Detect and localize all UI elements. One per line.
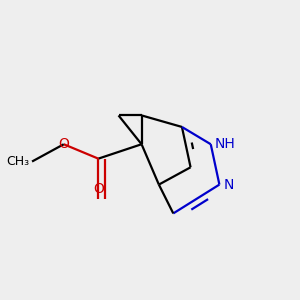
Text: O: O [58,137,69,151]
Text: NH: NH [215,137,236,151]
Text: CH₃: CH₃ [6,155,29,168]
Text: N: N [224,178,234,192]
Text: O: O [93,182,104,196]
